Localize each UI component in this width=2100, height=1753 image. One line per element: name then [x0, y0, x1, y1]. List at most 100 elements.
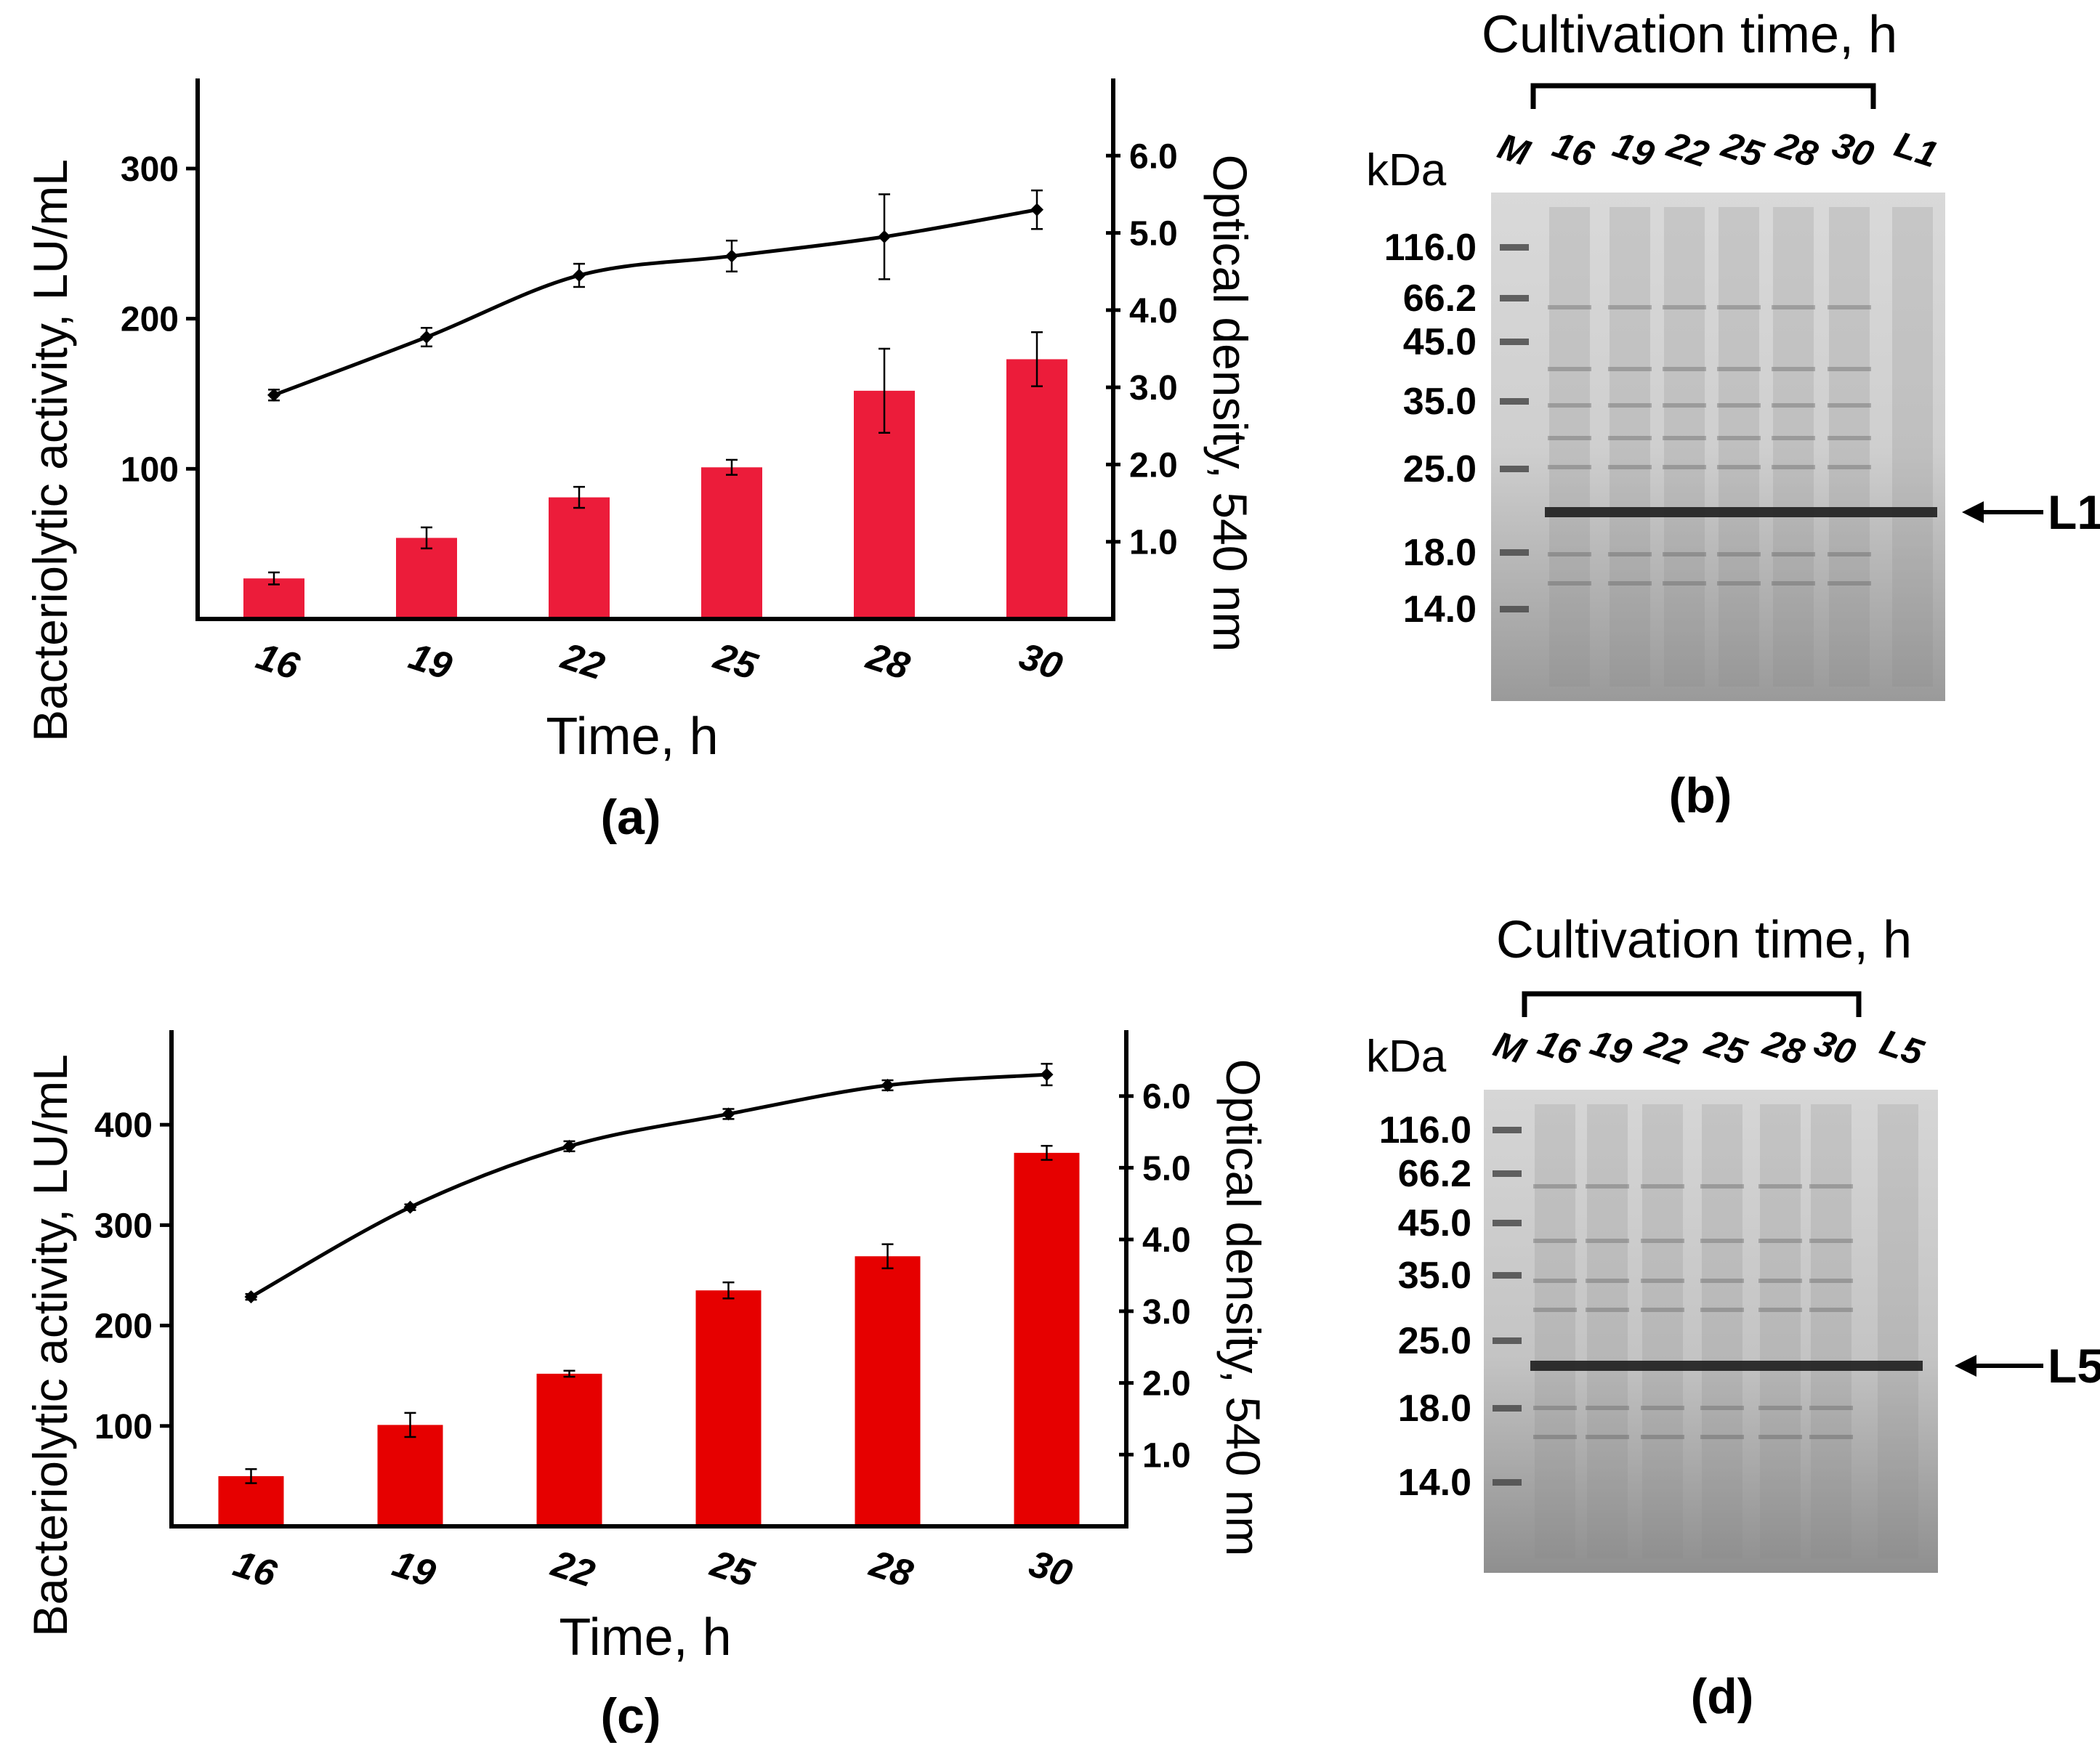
x-tick-label: 28: [861, 635, 915, 688]
gel-band: [1586, 1184, 1629, 1189]
gel-band: [1641, 1406, 1684, 1410]
gel-marker-label: 116.0: [1384, 227, 1477, 269]
y2-tick-label: 1.0: [1129, 524, 1178, 562]
gel-band: [1548, 465, 1591, 469]
gel-marker-band: [1500, 244, 1529, 251]
y2-tick-label: 5.0: [1129, 215, 1178, 254]
gel-lane-labels-b: M 16 19 22 25 28 30 L1: [1493, 124, 1943, 175]
x-tick-label: 19: [404, 635, 457, 688]
x-tick-label: 22: [556, 635, 610, 688]
y2-tick-label: 2.0: [1129, 446, 1178, 485]
gel-band: [1758, 1435, 1802, 1439]
chart-panel-c: 100 200 300 400 1.0 2.0 3.0 4.0 5.0 6.0 16 19 22 25 28…: [23, 1030, 1270, 1744]
y2-tick-label: 6.0: [1129, 137, 1178, 176]
gel-marker-label: 18.0: [1403, 532, 1477, 574]
gel-lane-label: M: [1489, 1024, 1531, 1072]
gel-marker-band: [1493, 1337, 1522, 1344]
gel-band: [1608, 367, 1652, 371]
gel-marker-label: 45.0: [1403, 321, 1477, 363]
x-tick-label: 16: [251, 635, 305, 688]
gel-lane-smear: [1773, 207, 1814, 687]
gel-lane-smear: [1811, 1104, 1851, 1558]
x-tick-label: 22: [546, 1542, 599, 1595]
gel-band: [1828, 552, 1871, 556]
gel-band: [1533, 1406, 1577, 1410]
gel-bands-d: [1493, 1104, 1923, 1558]
bar-series-c: [218, 1144, 1080, 1526]
line-series-a: [267, 189, 1043, 402]
gel-lane-label: 19: [1586, 1022, 1636, 1074]
gel-lane-smear: [1664, 207, 1705, 687]
gel-unit-b: kDa: [1366, 145, 1447, 195]
bar: [218, 1475, 284, 1526]
gel-band: [1809, 1435, 1853, 1439]
gel-band: [1663, 403, 1706, 408]
gel-lane-label: 19: [1608, 124, 1659, 176]
y-tick-label: 200: [121, 301, 179, 339]
gel-lane-label: 30: [1828, 124, 1878, 176]
gel-band: [1809, 1308, 1853, 1312]
gel-panel-d: Cultivation time, h kDa M 16 19 22 25 28 30 L5 …: [1366, 911, 2100, 1724]
gel-marker-band: [1500, 549, 1529, 556]
gel-lane-label: L1: [1890, 124, 1943, 175]
gel-band: [1717, 465, 1761, 469]
gel-lane-smear: [1549, 207, 1590, 687]
gel-band: [1828, 465, 1871, 469]
gel-lane-smear: [1760, 1104, 1801, 1558]
y2-tick-label: 5.0: [1142, 1149, 1191, 1188]
gel-panel-b: Cultivation time, h kDa M 16 19 22 25 28 30 L1 …: [1366, 6, 2100, 823]
y2-tick-label: 6.0: [1142, 1078, 1191, 1117]
gel-band: [1641, 1308, 1684, 1312]
y2-tick-label: 4.0: [1129, 292, 1178, 331]
panel-label-c: (c): [600, 1688, 661, 1744]
gel-band: [1548, 403, 1591, 408]
line-point: [562, 1139, 576, 1153]
line-point: [878, 230, 891, 243]
gel-marker-label: 45.0: [1398, 1202, 1471, 1244]
gel-header-d: Cultivation time, h: [1496, 911, 1912, 969]
gel-band: [1641, 1239, 1684, 1243]
panel-label-d: (d): [1691, 1669, 1754, 1724]
gel-band: [1700, 1308, 1744, 1312]
y-tick-label: 100: [94, 1408, 153, 1446]
line-point: [420, 331, 433, 344]
gel-image-b: [1491, 193, 1945, 701]
gel-band: [1663, 436, 1706, 440]
gel-band: [1663, 367, 1706, 371]
gel-marker-band: [1500, 295, 1529, 301]
gel-marker-label: 35.0: [1398, 1255, 1471, 1297]
gel-marker-label: 35.0: [1403, 381, 1477, 423]
gel-bracket-b: [1530, 83, 1876, 109]
x-tick-label: 30: [1014, 635, 1067, 688]
gel-lane-smear: [1892, 207, 1933, 687]
panel-label-a: (a): [600, 790, 661, 845]
gel-header-b: Cultivation time, h: [1482, 6, 1897, 64]
band-label-d: L5: [2048, 1339, 2100, 1393]
od-line: [273, 208, 1038, 397]
gel-marker-label: 18.0: [1398, 1388, 1471, 1430]
gel-band: [1828, 305, 1871, 309]
gel-band: [1663, 552, 1706, 556]
gel-band: [1772, 403, 1815, 408]
gel-band: [1828, 403, 1871, 408]
gel-band: [1772, 581, 1815, 586]
gel-band: [1533, 1279, 1577, 1283]
band-label-b: L1: [2048, 485, 2100, 539]
bar: [701, 467, 762, 619]
bar: [536, 1373, 602, 1526]
gel-lane-label: 25: [1716, 124, 1769, 175]
gel-band: [1717, 305, 1761, 309]
bar: [1014, 1152, 1080, 1526]
y-tick-label: 100: [121, 450, 179, 489]
gel-band: [1608, 465, 1652, 469]
gel-lane-smear: [1642, 1104, 1683, 1558]
gel-lane-label: 16: [1533, 1022, 1585, 1074]
line-point: [1030, 203, 1043, 216]
gel-marker-band: [1493, 1479, 1522, 1486]
gel-band: [1586, 1279, 1629, 1283]
gel-band: [1548, 552, 1591, 556]
gel-lane-smear: [1587, 1104, 1628, 1558]
y2-tick-label: 1.0: [1142, 1436, 1191, 1475]
gel-band: [1809, 1239, 1853, 1243]
line-point: [881, 1078, 894, 1092]
